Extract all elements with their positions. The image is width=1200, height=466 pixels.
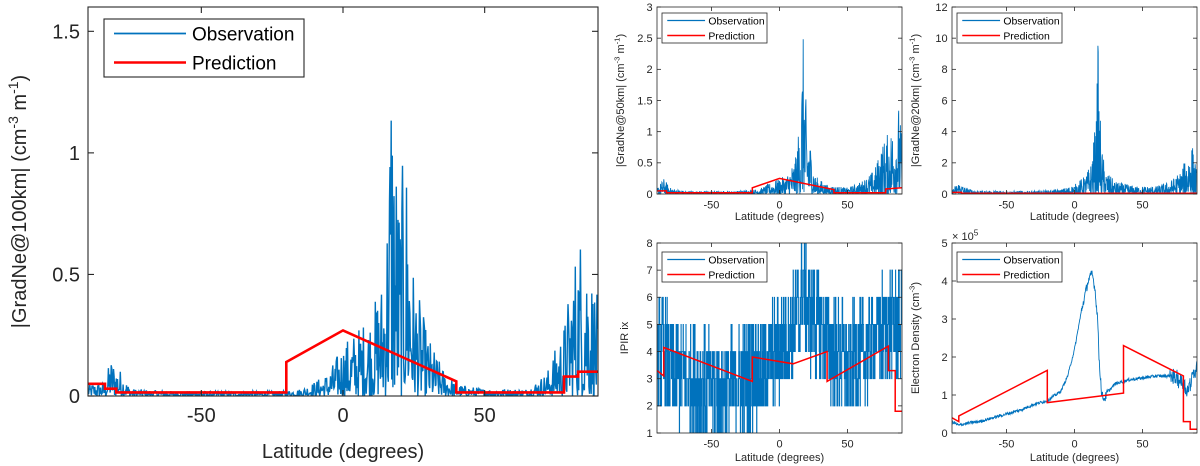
series-prediction: [657, 177, 902, 194]
y-tick-label: 0: [941, 189, 947, 201]
series-prediction: [952, 344, 1197, 430]
series-observation: [657, 39, 902, 194]
y-tick-label: 0: [646, 189, 652, 201]
x-tick-label: 0: [776, 199, 782, 211]
y-axis-label: |GradNe@20km| (cm-3 m-1): [908, 34, 922, 167]
y-tick-label: 0.5: [637, 158, 652, 170]
chart-2: -50 0 50 0 0.5 1 1.5 2 2.5 3 Latitude (degrees) |Gr…: [613, 2, 903, 223]
series-observation: [952, 270, 1197, 427]
legend: Observation Prediction: [956, 12, 1063, 44]
x-tick-label: 50: [1136, 199, 1148, 211]
x-tick-label: 50: [841, 438, 853, 450]
x-tick-label: 0: [776, 438, 782, 450]
y-axis-label: |GradNe@100km| (cm-3 m-1): [5, 75, 31, 328]
y-tick-label: 0.5: [52, 264, 80, 286]
legend: Observation Prediction: [661, 12, 768, 44]
legend: Observation Prediction: [103, 18, 305, 78]
series-observation: [88, 120, 598, 396]
y-axis-label: Electron Density (cm-3): [908, 282, 922, 394]
y-tick-label: 0: [69, 386, 80, 408]
x-tick-label: -50: [998, 199, 1014, 211]
y-tick-label: 2: [941, 352, 947, 364]
y-tick-label: 1: [69, 143, 80, 165]
legend-label: Observation: [1003, 255, 1059, 266]
y-tick-label: 3: [941, 314, 947, 326]
series-prediction: [952, 191, 1197, 194]
legend-label: Prediction: [1003, 31, 1050, 42]
series-prediction: [657, 344, 902, 413]
chart-3: -50 0 50 0 2 4 6 8 10 12 Latitude (degrees) |GradNe…: [908, 2, 1198, 223]
y-tick-label: 7: [646, 265, 652, 277]
legend-label: Observation: [708, 255, 764, 266]
y-tick-label: 4: [941, 127, 947, 139]
x-tick-label: 0: [337, 405, 348, 427]
x-axis-label: Latitude (degrees): [1030, 211, 1119, 223]
series-observation: [657, 243, 902, 433]
x-axis-label: Latitude (degrees): [262, 441, 424, 463]
x-tick-label: 50: [1136, 438, 1148, 450]
y-tick-label: 5: [941, 238, 947, 250]
x-tick-label: 50: [841, 199, 853, 211]
axis-exponent: × 105: [952, 229, 979, 243]
y-tick-label: 1.5: [637, 95, 652, 107]
series-observation: [952, 45, 1197, 194]
y-tick-label: 2: [646, 401, 652, 413]
x-tick-label: 50: [474, 405, 496, 427]
x-axis-label: Latitude (degrees): [735, 211, 824, 223]
chart-4: -50 0 50 1 2 3 4 5 6 7 8 Latitude (degrees) IPIR ix O…: [619, 238, 903, 464]
x-tick-label: -50: [703, 438, 719, 450]
legend-label: Observation: [708, 16, 764, 27]
y-tick-label: 2.5: [637, 33, 652, 45]
y-tick-label: 4: [941, 276, 947, 288]
y-tick-label: 3: [646, 374, 652, 386]
y-tick-label: 3: [646, 2, 652, 14]
y-axis-label: IPIR ix: [619, 321, 631, 354]
x-tick-label: 0: [1071, 199, 1077, 211]
y-tick-label: 6: [941, 95, 947, 107]
x-axis-label: Latitude (degrees): [1030, 452, 1119, 464]
y-tick-label: 8: [941, 64, 947, 76]
x-tick-label: 0: [1071, 438, 1077, 450]
y-tick-label: 5: [646, 319, 652, 331]
y-tick-label: 12: [935, 2, 947, 14]
x-axis-label: Latitude (degrees): [735, 452, 824, 464]
legend-label: Observation: [1003, 16, 1059, 27]
y-tick-label: 2: [941, 158, 947, 170]
y-tick-label: 1.5: [52, 21, 80, 43]
y-tick-label: 1: [646, 428, 652, 440]
y-tick-label: 8: [646, 238, 652, 250]
y-tick-label: 1: [646, 127, 652, 139]
x-tick-label: -50: [187, 405, 216, 427]
y-tick-label: 6: [646, 292, 652, 304]
legend-label: Prediction: [708, 31, 755, 42]
legend-label: Prediction: [708, 270, 755, 281]
legend-label: Observation: [192, 25, 294, 46]
y-axis-label: |GradNe@50km| (cm-3 m-1): [613, 34, 627, 167]
legend-label: Prediction: [1003, 270, 1050, 281]
legend: Observation Prediction: [956, 251, 1063, 283]
legend: Observation Prediction: [661, 251, 768, 283]
chart-1: -50 0 50 0 0.5 1 1.5 Latitude (degrees) |GradNe@…: [5, 6, 599, 463]
y-tick-label: 1: [941, 390, 947, 402]
series-prediction: [88, 328, 598, 394]
y-tick-label: 0: [941, 428, 947, 440]
chart-5: -50 0 50 0 1 2 3 4 5 Latitude (degrees) Electron D…: [908, 229, 1198, 464]
legend-label: Prediction: [192, 54, 277, 75]
x-tick-label: -50: [703, 199, 719, 211]
y-tick-label: 2: [646, 64, 652, 76]
y-tick-label: 4: [646, 346, 652, 358]
x-tick-label: -50: [998, 438, 1014, 450]
y-tick-label: 10: [935, 33, 947, 45]
